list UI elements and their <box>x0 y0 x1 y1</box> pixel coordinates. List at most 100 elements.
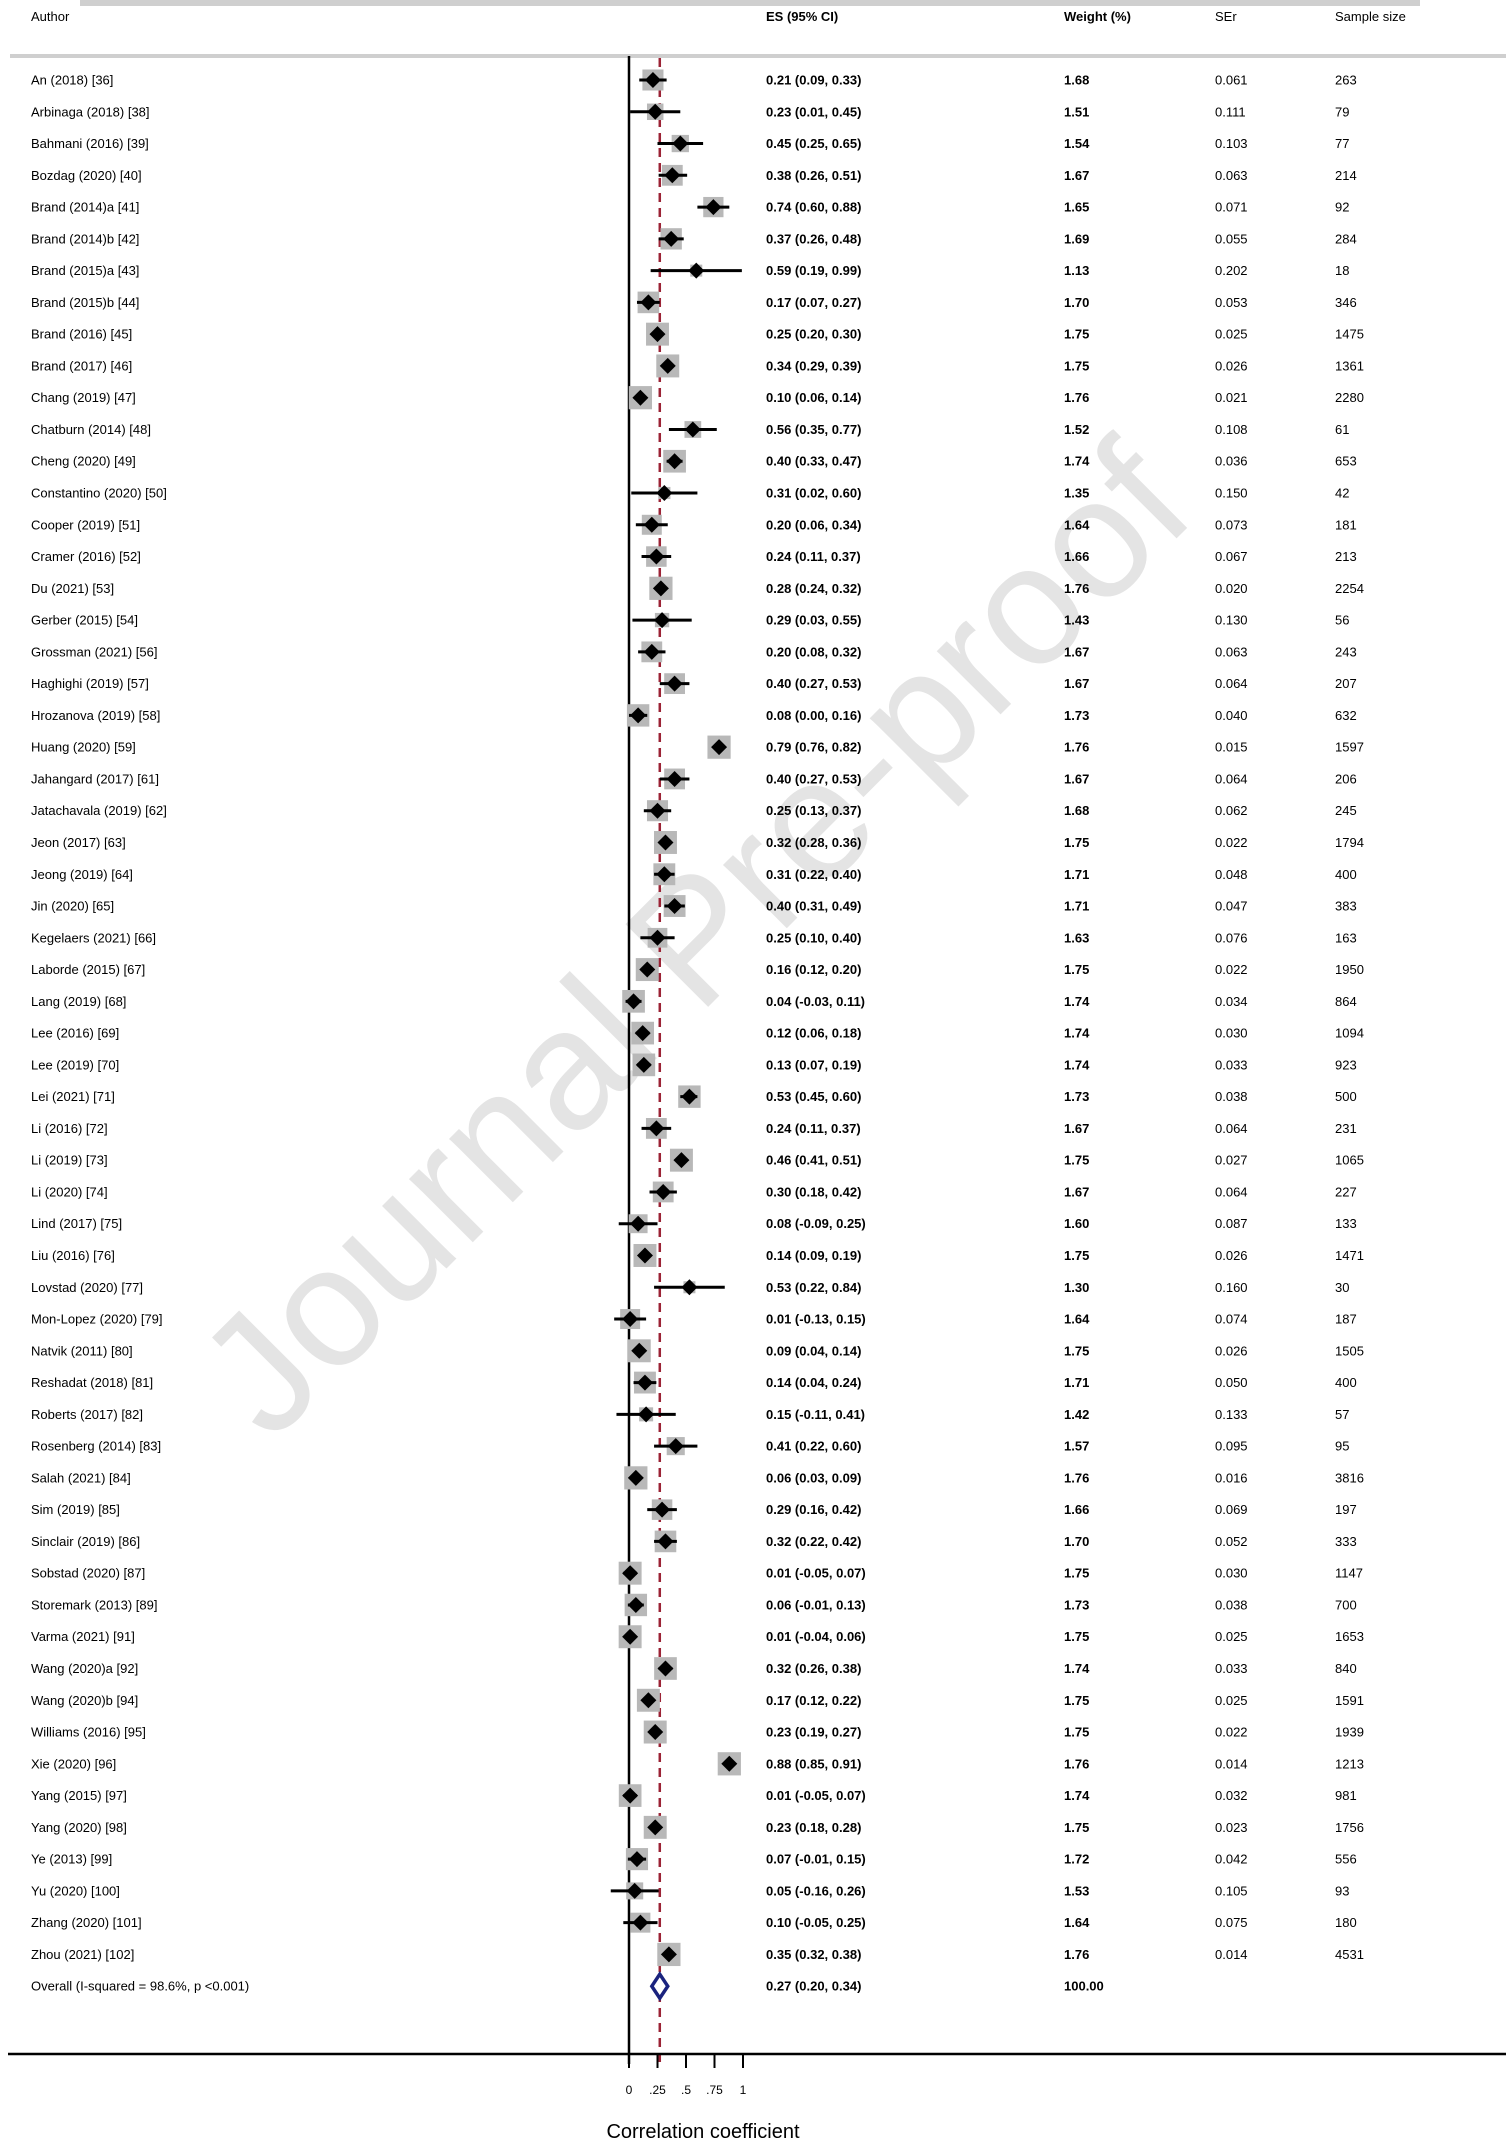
study-sample-size: 245 <box>1335 803 1357 818</box>
study-weight: 1.75 <box>1064 1153 1089 1168</box>
overall-es-ci: 0.27 (0.20, 0.34) <box>766 1979 861 1994</box>
study-point-estimate <box>652 580 669 597</box>
study-label: Zhang (2020) [101] <box>31 1915 142 1930</box>
study-point-estimate <box>654 612 671 629</box>
study-label: Reshadat (2018) [81] <box>31 1375 153 1390</box>
study-ser: 0.069 <box>1215 1502 1248 1517</box>
study-sample-size: 333 <box>1335 1534 1357 1549</box>
study-label: Li (2016) [72] <box>31 1121 108 1136</box>
study-point-estimate <box>647 1724 664 1741</box>
study-ser: 0.103 <box>1215 136 1248 151</box>
study-label: Brand (2015)b [44] <box>31 295 139 310</box>
study-ser: 0.062 <box>1215 803 1248 818</box>
study-sample-size: 400 <box>1335 867 1357 882</box>
study-weight: 1.75 <box>1064 327 1089 342</box>
study-weight: 1.76 <box>1064 390 1089 405</box>
study-es-ci: 0.29 (0.16, 0.42) <box>766 1502 861 1517</box>
study-label: Varma (2021) [91] <box>31 1629 135 1644</box>
study-label: Brand (2014)a [41] <box>31 200 139 215</box>
study-point-estimate <box>628 1851 645 1868</box>
study-label: Liu (2016) [76] <box>31 1248 115 1263</box>
study-ser: 0.026 <box>1215 1248 1248 1263</box>
study-point-estimate <box>657 1660 674 1677</box>
study-es-ci: 0.01 (-0.05, 0.07) <box>766 1788 866 1803</box>
study-label: An (2018) [36] <box>31 73 113 88</box>
study-ser: 0.014 <box>1215 1756 1248 1771</box>
study-label: Brand (2014)b [42] <box>31 231 139 246</box>
study-es-ci: 0.53 (0.45, 0.60) <box>766 1089 861 1104</box>
study-es-ci: 0.40 (0.33, 0.47) <box>766 454 861 469</box>
study-sample-size: 163 <box>1335 930 1357 945</box>
study-point-estimate <box>644 72 661 88</box>
study-point-estimate <box>631 1342 648 1359</box>
study-label: Brand (2016) [45] <box>31 327 132 342</box>
study-es-ci: 0.06 (0.03, 0.09) <box>766 1470 861 1485</box>
study-label: Laborde (2015) [67] <box>31 962 145 977</box>
study-weight: 1.13 <box>1064 263 1089 278</box>
study-es-ci: 0.40 (0.31, 0.49) <box>766 899 861 914</box>
study-weight: 1.76 <box>1064 1470 1089 1485</box>
study-label: Roberts (2017) [82] <box>31 1407 143 1422</box>
study-ser: 0.064 <box>1215 1121 1248 1136</box>
study-es-ci: 0.46 (0.41, 0.51) <box>766 1153 861 1168</box>
study-weight: 1.52 <box>1064 422 1089 437</box>
study-label: Wang (2020)b [94] <box>31 1693 138 1708</box>
study-label: Bahmani (2016) [39] <box>31 136 149 151</box>
study-weight: 1.73 <box>1064 708 1089 723</box>
study-point-estimate <box>666 770 683 787</box>
study-ser: 0.133 <box>1215 1407 1248 1422</box>
column-header-es: ES (95% CI) <box>766 9 838 24</box>
study-weight: 1.74 <box>1064 1788 1090 1803</box>
x-tick-label: .75 <box>706 2083 723 2097</box>
study-es-ci: 0.09 (0.04, 0.14) <box>766 1343 861 1358</box>
study-label: Gerber (2015) [54] <box>31 613 138 628</box>
x-tick-label: .25 <box>649 2083 666 2097</box>
study-point-estimate <box>721 1755 738 1772</box>
study-es-ci: 0.59 (0.19, 0.99) <box>766 263 861 278</box>
study-ser: 0.071 <box>1215 200 1248 215</box>
study-label: Brand (2015)a [43] <box>31 263 139 278</box>
study-es-ci: 0.21 (0.09, 0.33) <box>766 73 861 88</box>
study-ser: 0.150 <box>1215 486 1248 501</box>
study-point-estimate <box>648 1120 665 1137</box>
study-es-ci: 0.32 (0.28, 0.36) <box>766 835 861 850</box>
study-weight: 1.64 <box>1064 1312 1090 1327</box>
study-label: Jahangard (2017) [61] <box>31 771 159 786</box>
study-label: Haghighi (2019) [57] <box>31 676 149 691</box>
study-weight: 1.75 <box>1064 1725 1089 1740</box>
study-es-ci: 0.40 (0.27, 0.53) <box>766 676 861 691</box>
study-es-ci: 0.28 (0.24, 0.32) <box>766 581 861 596</box>
study-es-ci: 0.35 (0.32, 0.38) <box>766 1947 861 1962</box>
study-es-ci: 0.23 (0.19, 0.27) <box>766 1725 861 1740</box>
study-label: Brand (2017) [46] <box>31 358 132 373</box>
study-point-estimate <box>655 1183 672 1200</box>
study-point-estimate <box>640 1692 657 1709</box>
study-weight: 1.73 <box>1064 1089 1089 1104</box>
study-ser: 0.055 <box>1215 231 1248 246</box>
study-point-estimate <box>632 389 649 406</box>
study-es-ci: 0.06 (-0.01, 0.13) <box>766 1597 866 1612</box>
study-ser: 0.033 <box>1215 1057 1248 1072</box>
study-weight: 1.74 <box>1064 1057 1090 1072</box>
study-ser: 0.038 <box>1215 1597 1248 1612</box>
study-ser: 0.160 <box>1215 1280 1248 1295</box>
study-label: Chang (2019) [47] <box>31 390 136 405</box>
study-weight: 1.75 <box>1064 1693 1089 1708</box>
study-point-estimate <box>656 485 673 502</box>
study-sample-size: 981 <box>1335 1788 1357 1803</box>
study-point-estimate <box>622 1311 639 1328</box>
study-weight: 1.30 <box>1064 1280 1089 1295</box>
study-es-ci: 0.13 (0.07, 0.19) <box>766 1057 861 1072</box>
study-weight: 1.65 <box>1064 200 1089 215</box>
study-es-ci: 0.30 (0.18, 0.42) <box>766 1184 861 1199</box>
study-sample-size: 243 <box>1335 644 1357 659</box>
study-ser: 0.087 <box>1215 1216 1248 1231</box>
study-weight: 1.42 <box>1064 1407 1089 1422</box>
study-point-estimate <box>627 1596 644 1613</box>
study-point-estimate <box>636 1247 653 1264</box>
study-point-estimate <box>656 866 673 883</box>
study-ser: 0.063 <box>1215 644 1248 659</box>
study-weight: 1.64 <box>1064 517 1090 532</box>
study-point-estimate <box>657 1533 674 1550</box>
study-sample-size: 1361 <box>1335 358 1364 373</box>
